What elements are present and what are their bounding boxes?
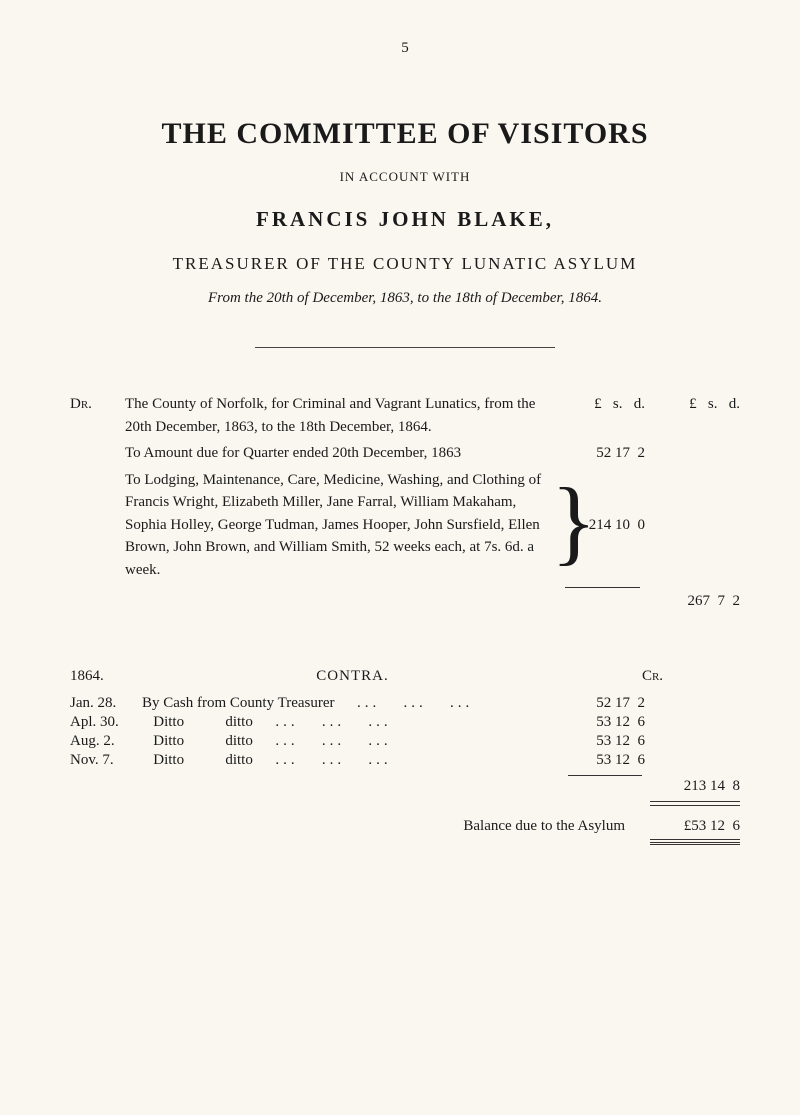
contra-rows: Jan. 28.By Cash from County Treasurer ..… [70, 695, 740, 769]
balance-row: Balance due to the Asylum £53 12 6 [70, 818, 740, 835]
subtitle-role: TREASURER OF THE COUNTY LUNATIC ASYLUM [70, 254, 740, 274]
page-number: 5 [70, 40, 740, 57]
contra-heading: CONTRA. [140, 668, 565, 685]
contra-entry-text: Ditto ditto ... ... ... [142, 714, 565, 731]
contra-date: Jan. 28. [70, 695, 142, 712]
contra-amount: 53 12 6 [565, 733, 645, 750]
contra-entry-row: Jan. 28.By Cash from County Treasurer ..… [70, 695, 740, 712]
page: 5 THE COMMITTEE OF VISITORS IN ACCOUNT W… [0, 0, 800, 885]
dr-amount-due-row: To Amount due for Quarter ended 20th Dec… [125, 442, 740, 465]
contra-entry-row: Aug. 2. Ditto ditto ... ... ...53 12 6 [70, 733, 740, 750]
subtitle-period: From the 20th of December, 1863, to the … [70, 290, 740, 307]
money-header-2: £ s. d. [645, 393, 740, 416]
contra-double-rule-1 [70, 797, 740, 806]
contra-entry-row: Nov. 7. Ditto ditto ... ... ...53 12 6 [70, 752, 740, 769]
dr-total-val: 267 7 2 [645, 590, 740, 613]
contra-entry-text: By Cash from County Treasurer ... ... ..… [142, 695, 565, 712]
contra-amount: 52 17 2 [565, 695, 645, 712]
leader-dots: ... ... ... [357, 695, 473, 711]
subtitle-in-account: IN ACCOUNT WITH [70, 169, 740, 185]
dr-body: The County of Norfolk, for Criminal and … [125, 393, 740, 613]
dr-amount-due-text: To Amount due for Quarter ended 20th Dec… [125, 442, 565, 465]
contra-amount: 53 12 6 [565, 714, 645, 731]
contra-section: 1864. CONTRA. Cr. Jan. 28.By Cash from C… [70, 668, 740, 845]
dr-lodging-text: To Lodging, Maintenance, Care, Medicine,… [125, 469, 551, 582]
dr-intro-text: The County of Norfolk, for Criminal and … [125, 393, 565, 438]
contra-subtotal-row: 213 14 8 [70, 778, 740, 795]
contra-subtotal-rule [70, 771, 740, 778]
dr-amount-due-val: 52 17 2 [565, 442, 645, 465]
contra-amount: 53 12 6 [565, 752, 645, 769]
contra-subtotal-val: 213 14 8 [645, 778, 740, 795]
contra-date: Apl. 30. [70, 714, 142, 731]
debit-section: Dr. The County of Norfolk, for Criminal … [70, 393, 740, 613]
contra-year: 1864. [70, 668, 140, 685]
leader-dots: ... ... ... [275, 714, 391, 730]
contra-entry-text: Ditto ditto ... ... ... [142, 752, 565, 769]
subtitle-name: FRANCIS JOHN BLAKE, [70, 207, 740, 232]
contra-date: Aug. 2. [70, 733, 142, 750]
leader-dots: ... ... ... [275, 733, 391, 749]
money-header-1: £ s. d. [565, 393, 645, 416]
cr-label: Cr. [565, 668, 740, 685]
contra-date: Nov. 7. [70, 752, 142, 769]
leader-dots: ... ... ... [275, 752, 391, 768]
balance-amount: £53 12 6 [645, 818, 740, 835]
contra-header-row: 1864. CONTRA. Cr. [70, 668, 740, 685]
balance-label: Balance due to the Asylum [70, 818, 645, 835]
dr-intro-row: The County of Norfolk, for Criminal and … [125, 393, 740, 438]
dr-lodging-row: To Lodging, Maintenance, Care, Medicine,… [125, 469, 740, 582]
contra-entry-text: Ditto ditto ... ... ... [142, 733, 565, 750]
subtotal-rule [565, 587, 640, 588]
dr-total-row: 267 7 2 [125, 590, 740, 613]
dr-label: Dr. [70, 393, 125, 613]
main-title: THE COMMITTEE OF VISITORS [70, 117, 740, 151]
contra-double-rule-2 [70, 839, 740, 845]
contra-entry-row: Apl. 30. Ditto ditto ... ... ...53 12 6 [70, 714, 740, 731]
horizontal-rule [255, 347, 555, 348]
